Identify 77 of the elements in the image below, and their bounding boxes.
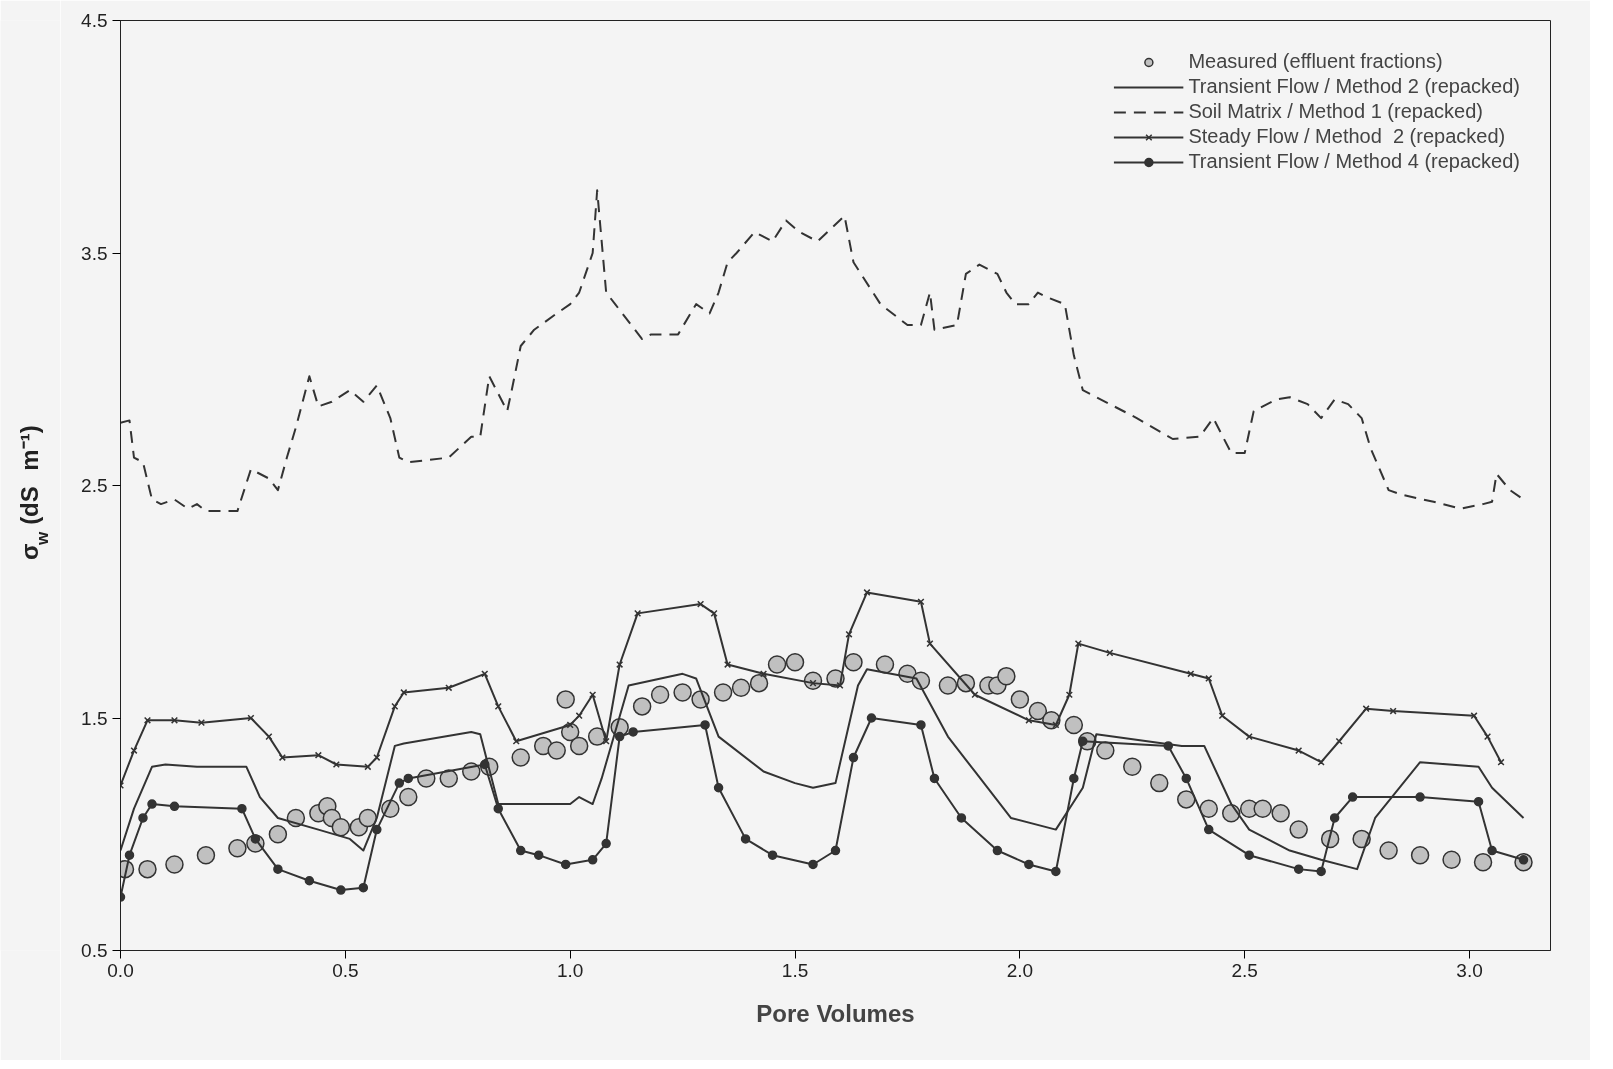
point (724, 660, 732, 669)
point (1293, 864, 1304, 874)
point (614, 731, 625, 742)
point (1483, 733, 1492, 741)
point (916, 720, 926, 730)
point (147, 799, 157, 809)
point (493, 803, 503, 814)
point (740, 834, 751, 844)
point (560, 859, 571, 870)
y-tick-label: 0.5 (81, 940, 108, 961)
point (848, 752, 859, 763)
point (1487, 845, 1497, 856)
point (1244, 850, 1254, 860)
point (1473, 796, 1484, 807)
point (273, 864, 283, 874)
point (713, 783, 724, 793)
x-tick-label: 0.5 (332, 959, 359, 981)
point (403, 773, 414, 784)
x-tick-label: 1.0 (556, 959, 584, 981)
point (634, 609, 642, 617)
point (1181, 773, 1191, 784)
y-tick-label: 4.5 (81, 10, 108, 31)
point (866, 713, 877, 723)
x-axis-title: Pore Volumes (756, 999, 915, 1027)
point (1163, 741, 1174, 751)
point (1051, 866, 1061, 877)
point (445, 684, 453, 692)
point (372, 824, 382, 835)
point (1329, 813, 1340, 823)
point (512, 737, 520, 745)
point (767, 850, 778, 860)
point (1317, 758, 1325, 766)
point (138, 813, 148, 823)
y-axis-title: σw (dS m⁻¹) (15, 425, 52, 560)
y-tick-label: 2.5 (81, 475, 108, 496)
point (1024, 859, 1034, 870)
point (358, 882, 369, 893)
legend-label: Transient Flow / Method 4 (repacked) (1188, 150, 1520, 173)
point (700, 720, 710, 730)
y-tick-label: 1.5 (81, 707, 108, 729)
point (124, 850, 135, 860)
point (533, 850, 544, 860)
point (394, 778, 405, 788)
point (863, 588, 871, 597)
point (1347, 792, 1358, 802)
point (364, 763, 372, 771)
legend-label: Soil Matrix / Method 1 (repacked) (1188, 100, 1483, 123)
point (1316, 866, 1326, 877)
point (237, 803, 247, 814)
legend-label: Steady Flow / Method 2 (repacked) (1188, 125, 1506, 148)
point (1069, 773, 1079, 784)
point (1203, 824, 1214, 835)
point (992, 845, 1003, 856)
point (1187, 670, 1195, 678)
x-tick-label: 0.0 (107, 959, 134, 981)
point (169, 801, 180, 812)
point (601, 838, 611, 849)
point (830, 845, 841, 856)
y-tick-label: 3.5 (81, 242, 108, 264)
point (304, 876, 315, 886)
point (808, 859, 818, 870)
x-tick-label: 2.5 (1231, 959, 1258, 981)
point (697, 600, 705, 608)
x-tick-label: 3.0 (1456, 959, 1483, 981)
x-tick-label: 1.5 (781, 959, 809, 981)
legend-label: Transient Flow / Method 2 (repacked) (1188, 75, 1520, 98)
point (336, 885, 346, 895)
point (956, 813, 967, 823)
point (836, 681, 844, 690)
legend-label: Measured (effluent fractions) (1188, 50, 1443, 73)
point (628, 727, 638, 737)
point (515, 845, 526, 856)
point (1415, 792, 1425, 802)
point (587, 855, 598, 865)
x-tick-label: 2.0 (1006, 959, 1034, 981)
point (929, 773, 940, 784)
point (130, 746, 138, 755)
